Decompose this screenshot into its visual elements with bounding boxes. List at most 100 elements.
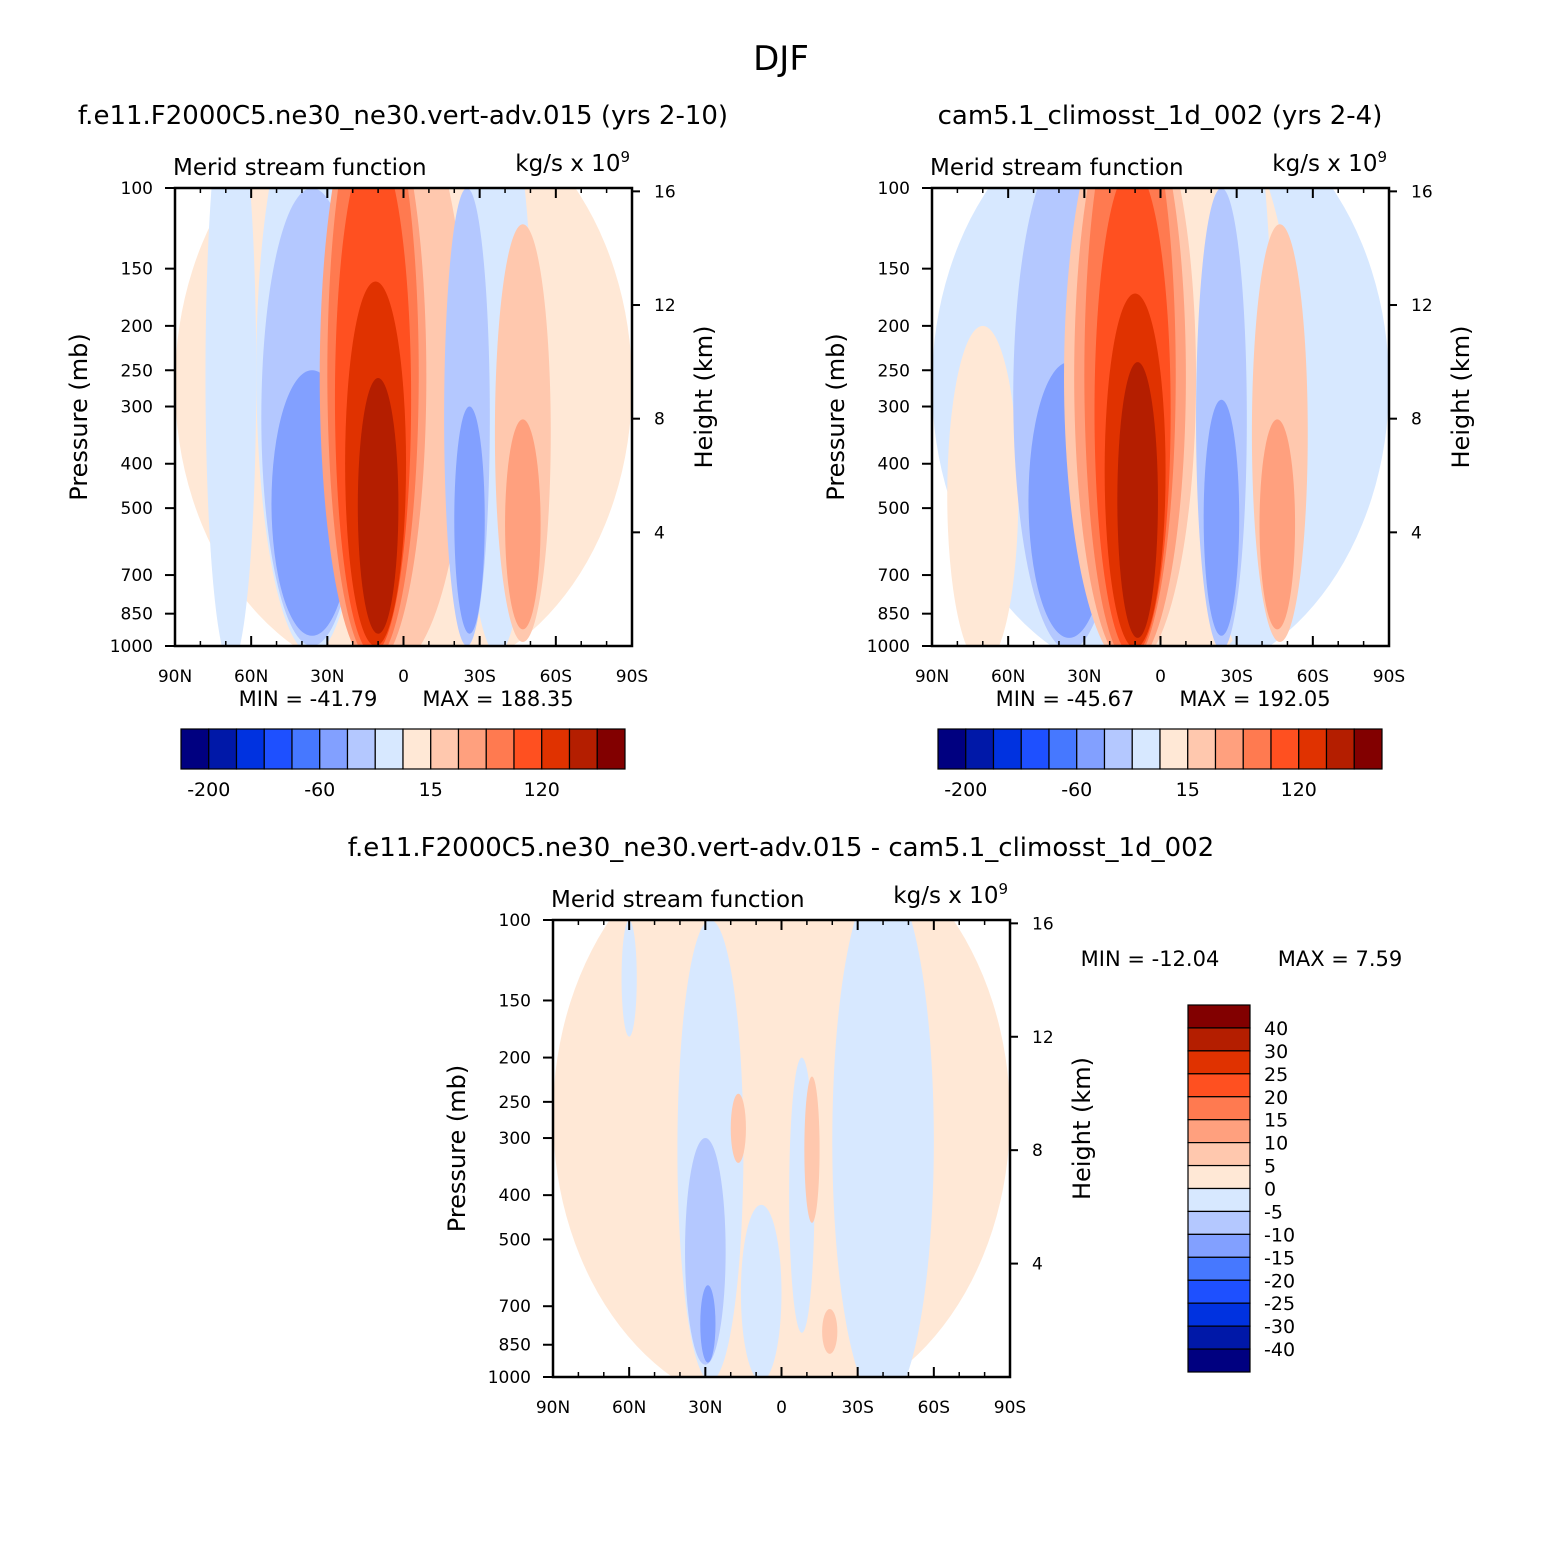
y2-tick-label: 12: [1411, 296, 1433, 316]
x-tick-label: 30S: [1220, 667, 1252, 687]
panel-title: f.e11.F2000C5.ne30_ne30.vert-adv.015 (yr…: [78, 101, 728, 131]
colorbar-box: [1187, 1325, 1251, 1350]
y-tick-label: 500: [878, 499, 910, 519]
units-label: kg/s x 109: [1272, 148, 1387, 177]
colorbar-label: 30: [1264, 1041, 1288, 1063]
figure-title: DJF: [753, 39, 809, 79]
colorbar-label: -10: [1264, 1224, 1295, 1246]
colorbar-box: [346, 728, 376, 770]
units-label: kg/s x 109: [893, 880, 1008, 909]
contour-region: [700, 1285, 716, 1363]
x-tick-label: 60S: [540, 667, 572, 687]
colorbar-label: -200: [944, 779, 987, 801]
contour-region: [505, 419, 541, 630]
colorbar-label: -25: [1264, 1293, 1295, 1315]
panel-model: f.e11.F2000C5.ne30_ne30.vert-adv.015 (yr…: [65, 101, 728, 801]
colorbar-box: [263, 728, 293, 770]
units-exponent: 9: [998, 880, 1008, 898]
colorbar-box: [1048, 728, 1078, 770]
x-tick-label: 0: [776, 1398, 787, 1418]
min-label: MIN = -12.04: [1081, 947, 1220, 971]
y-axis-title: Pressure (mb): [443, 1065, 471, 1232]
x-tick-label: 90N: [158, 667, 192, 687]
colorbar-label: 20: [1264, 1087, 1288, 1109]
x-tick-label: 60N: [234, 667, 268, 687]
x-tick-label: 60S: [1297, 667, 1329, 687]
min-label: MIN = -41.79: [239, 687, 378, 711]
panel-control: cam5.1_climosst_1d_002 (yrs 2-4) Merid st…: [822, 101, 1475, 801]
colorbar-box: [319, 728, 349, 770]
x-tick-label: 60S: [918, 1398, 950, 1418]
colorbar-label: -15: [1264, 1247, 1295, 1269]
colorbar-label: -40: [1264, 1339, 1295, 1361]
y-tick-label: 100: [499, 911, 531, 931]
colorbar-label: 15: [1176, 779, 1200, 801]
y2-axis-title: Height (km): [1447, 326, 1475, 469]
colorbar-box: [937, 728, 967, 770]
min-label: MIN = -45.67: [996, 687, 1135, 711]
colorbar-label: -60: [304, 779, 335, 801]
colorbar-box: [485, 728, 515, 770]
contour-region: [1117, 362, 1158, 638]
colorbar-box: [1187, 1302, 1251, 1327]
colorbar-box: [1020, 728, 1050, 770]
colorbar-box: [1214, 728, 1244, 770]
y-tick-label: 500: [121, 499, 153, 519]
colorbar-box: [1187, 1187, 1251, 1213]
x-tick-label: 30N: [688, 1398, 722, 1418]
y2-tick-label: 16: [654, 182, 676, 202]
y-tick-label: 300: [499, 1129, 531, 1149]
colorbar-box: [965, 728, 995, 770]
y2-tick-label: 4: [654, 523, 665, 543]
colorbar-box: [208, 728, 238, 770]
colorbar-label: -5: [1264, 1201, 1283, 1223]
y2-tick-label: 16: [1411, 182, 1433, 202]
y-tick-label: 300: [878, 398, 910, 418]
y-tick-label: 500: [499, 1230, 531, 1250]
colorbar-label: -60: [1061, 779, 1092, 801]
colorbar-box: [1187, 1027, 1251, 1052]
colorbar-box: [180, 728, 210, 770]
x-tick-label: 30N: [1067, 667, 1101, 687]
colorbar-box: [541, 728, 571, 770]
colorbar-box: [374, 728, 404, 770]
colorbar: -200 -60 15 120: [180, 728, 626, 801]
y-tick-label: 300: [121, 398, 153, 418]
y-tick-label: 700: [878, 566, 910, 586]
y2-tick-label: 4: [1032, 1255, 1043, 1275]
y-tick-label: 150: [878, 260, 910, 280]
colorbar-box: [1187, 1004, 1251, 1029]
colorbar-box: [1187, 728, 1217, 770]
contour-field: [175, 188, 632, 646]
colorbar-box: [1187, 1073, 1251, 1098]
colorbar-box: [1353, 728, 1383, 770]
y2-tick-label: 8: [654, 410, 665, 430]
y-axis-title: Pressure (mb): [822, 333, 850, 500]
colorbar-box: [457, 728, 487, 770]
colorbar-box: [1187, 1119, 1251, 1144]
colorbar-box: [513, 728, 543, 770]
units-exponent: 9: [1377, 148, 1387, 166]
colorbar-box: [1242, 728, 1272, 770]
y-tick-label: 1000: [110, 637, 153, 657]
colorbar-label: -20: [1264, 1270, 1295, 1292]
colorbar-label: 15: [1264, 1110, 1288, 1132]
colorbar-label: -30: [1264, 1316, 1295, 1338]
colorbar-box: [1131, 728, 1161, 770]
x-tick-label: 30N: [310, 667, 344, 687]
y-axis-title: Pressure (mb): [65, 333, 93, 500]
colorbar-box: [291, 728, 321, 770]
contour-region: [832, 920, 934, 1377]
contour-region: [822, 1309, 838, 1354]
panel-title: cam5.1_climosst_1d_002 (yrs 2-4): [938, 101, 1383, 131]
y2-axis-title: Height (km): [1068, 1057, 1096, 1200]
colorbar-label: 5: [1264, 1156, 1276, 1178]
contour-region: [205, 188, 257, 646]
max-label: MAX = 7.59: [1278, 947, 1403, 971]
contour-field: [932, 188, 1389, 646]
colorbar-box: [1187, 1256, 1251, 1281]
colorbar-label: 15: [419, 779, 443, 801]
variable-label: Merid stream function: [173, 155, 427, 181]
